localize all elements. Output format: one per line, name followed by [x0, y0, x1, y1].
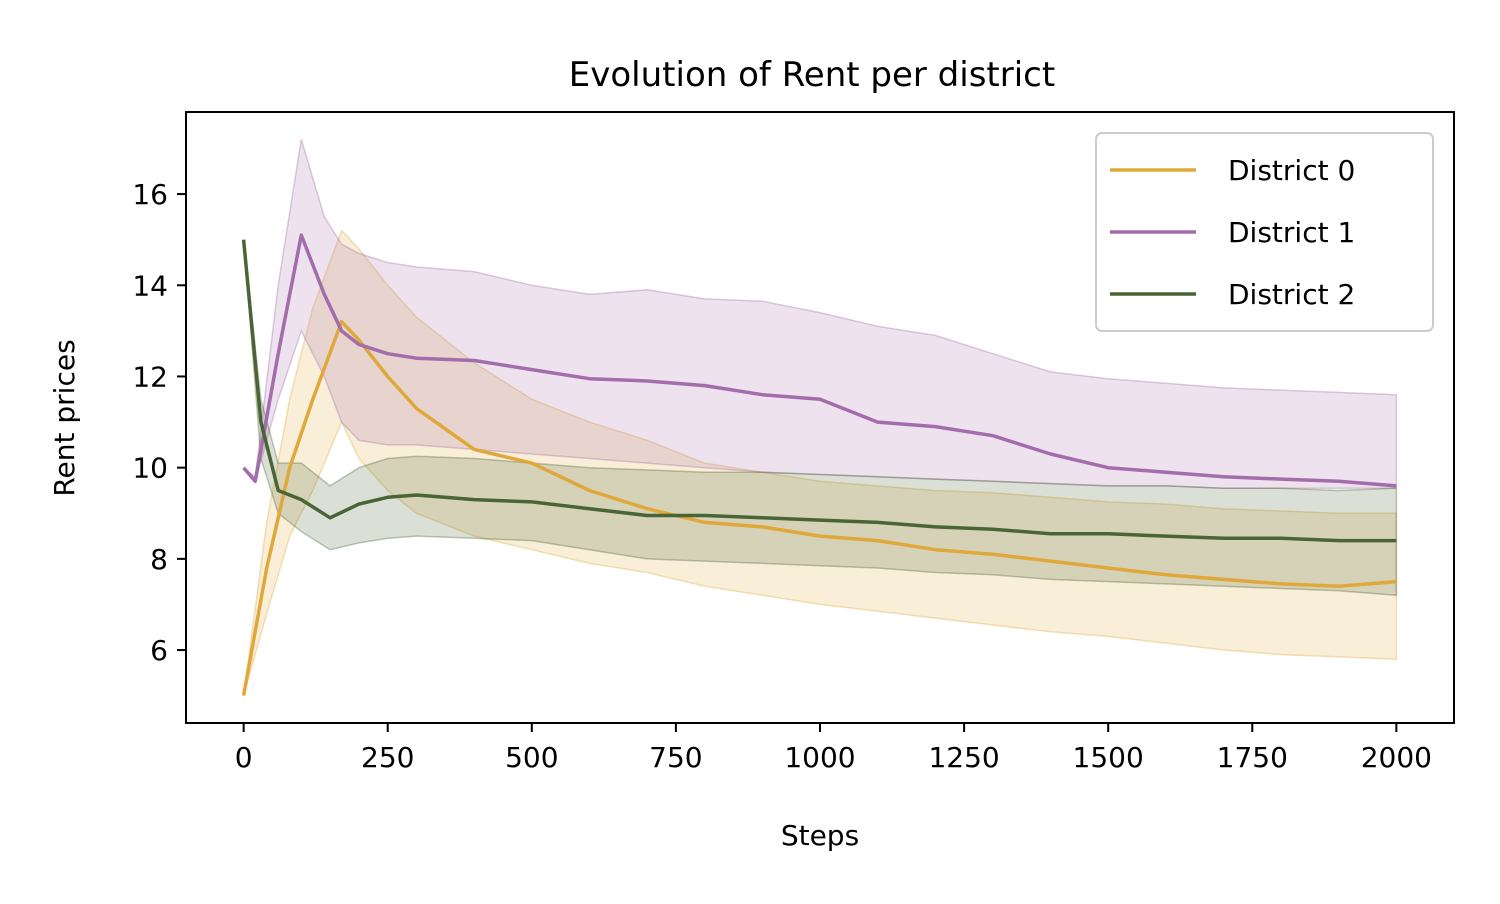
- y-axis-ticks: 6 8 10 12 14 16: [132, 178, 186, 667]
- series-lines: [241, 233, 1397, 696]
- legend-box: [1095, 132, 1434, 332]
- chart-title: Evolution of Rent per district: [569, 55, 1055, 95]
- x-tick-label: 750: [649, 741, 702, 774]
- line-series-1: [242, 233, 1397, 488]
- x-tick-label: 250: [361, 741, 414, 774]
- y-tick-label: 10: [132, 452, 168, 485]
- y-tick-label: 14: [132, 269, 168, 302]
- line-series-2: [241, 239, 1397, 543]
- y-tick-label: 16: [132, 178, 168, 211]
- legend: District 0 District 1 District 2: [1095, 132, 1434, 332]
- y-tick-label: 8: [150, 543, 168, 576]
- band-series-1: [243, 139, 1398, 489]
- legend-label-1: District 1: [1228, 216, 1355, 249]
- x-tick-label: 0: [235, 741, 253, 774]
- y-tick-label: 6: [150, 634, 168, 667]
- line-series-0: [241, 319, 1397, 696]
- legend-label-0: District 0: [1228, 154, 1355, 187]
- x-tick-label: 1500: [1073, 741, 1144, 774]
- x-tick-label: 500: [505, 741, 558, 774]
- x-axis-ticks: 0 250 500 750 1000 1250 1500 1750 2000: [235, 723, 1432, 774]
- x-tick-label: 1250: [928, 741, 999, 774]
- y-tick-label: 12: [132, 360, 168, 393]
- x-tick-label: 1000: [784, 741, 855, 774]
- x-tick-label: 2000: [1361, 741, 1432, 774]
- band-series-0: [242, 229, 1398, 696]
- legend-label-2: District 2: [1228, 278, 1355, 311]
- x-axis-label: Steps: [781, 819, 859, 852]
- x-tick-label: 1750: [1217, 741, 1288, 774]
- y-axis-label: Rent prices: [48, 339, 81, 496]
